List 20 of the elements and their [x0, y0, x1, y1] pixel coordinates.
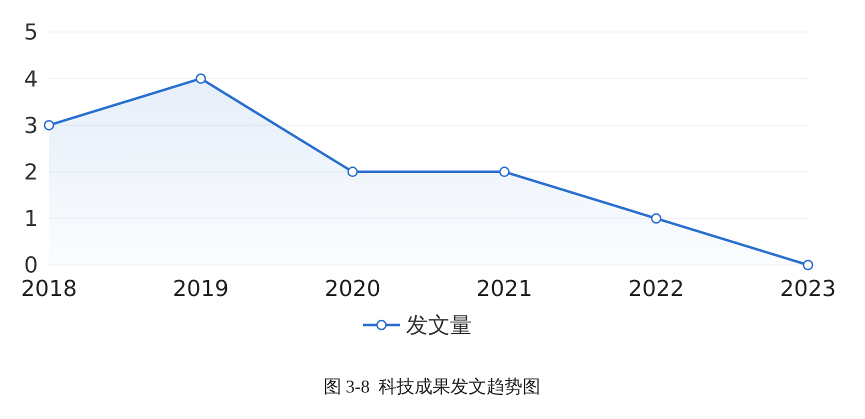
y-tick-label: 4: [24, 67, 38, 92]
point: [802, 260, 814, 270]
y-tick-label: 5: [24, 20, 38, 46]
x-tick-label: 2019: [172, 277, 229, 302]
legend-label: 发文量: [406, 314, 472, 339]
y-tick-label: 0: [24, 254, 38, 279]
x-tick-label: 2023: [780, 277, 836, 302]
y-tick-label: 2: [24, 160, 38, 186]
point: [347, 166, 358, 178]
y-tick-label: 3: [24, 114, 38, 139]
point: [44, 120, 54, 130]
point: [196, 73, 206, 84]
y-tick-label: 1: [24, 207, 38, 232]
point: [499, 166, 510, 178]
text: 图 3-8 科技成果发文趋势图: [323, 376, 541, 396]
x-tick-label: 2021: [476, 277, 532, 302]
x-tick-label: 2022: [628, 277, 684, 302]
x-tick-label: 2018: [21, 277, 77, 302]
point: [650, 213, 662, 224]
x-tick-label: 2020: [324, 277, 381, 302]
